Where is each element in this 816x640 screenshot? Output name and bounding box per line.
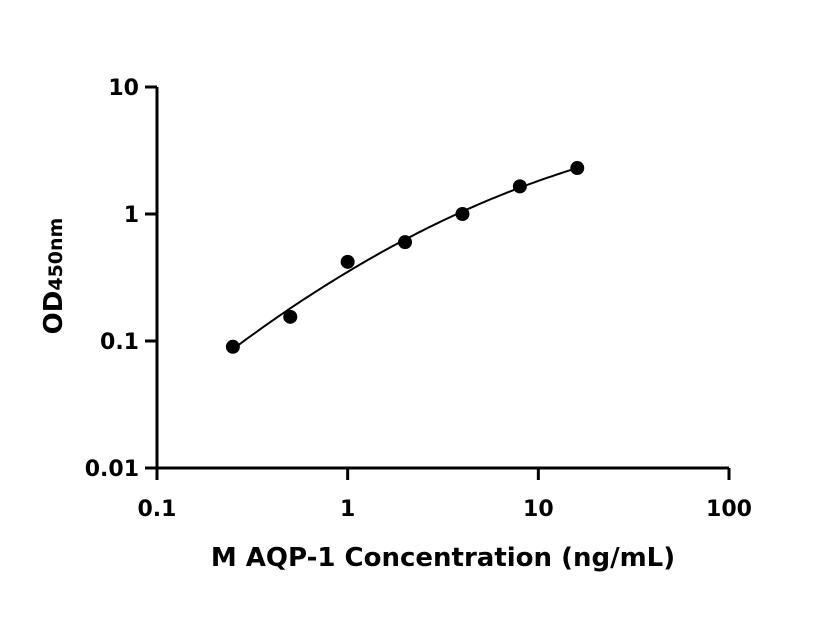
x-axis-title: M AQP-1 Concentration (ng/mL) — [211, 543, 675, 573]
data-points-layer — [225, 161, 585, 354]
data-point — [570, 161, 585, 176]
x-tick-label: 100 — [706, 497, 752, 522]
y-tick-label: 10 — [108, 76, 139, 101]
y-tick-label: 0.01 — [85, 457, 139, 482]
y-axis-title-subscript: 450nm — [45, 218, 67, 291]
data-point — [340, 254, 355, 269]
fit-curve-layer — [232, 167, 578, 350]
x-ticks: 0.1 1 10 100 — [138, 468, 752, 522]
data-point — [283, 309, 298, 324]
data-point — [455, 207, 470, 221]
data-point — [512, 179, 527, 194]
y-tick-label: 0.1 — [100, 330, 139, 355]
y-axis-title-main: OD — [39, 291, 69, 335]
x-tick-label: 0.1 — [138, 497, 177, 522]
data-point — [398, 235, 413, 250]
y-ticks: 0.01 0.1 1 10 — [85, 76, 157, 482]
x-tick-label: 1 — [340, 497, 355, 522]
fit-curve — [232, 167, 578, 350]
x-tick-label: 10 — [523, 497, 554, 522]
data-point — [225, 339, 240, 354]
y-tick-label: 1 — [124, 203, 139, 228]
y-axis-title: OD450nm — [39, 218, 69, 335]
